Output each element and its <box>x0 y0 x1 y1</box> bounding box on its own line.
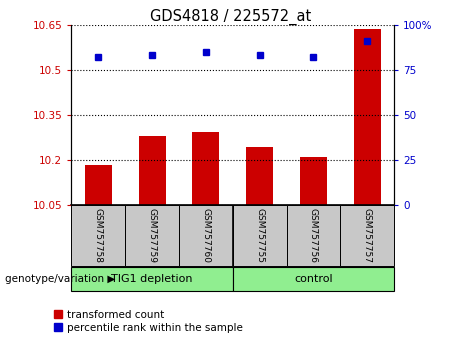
Text: GSM757756: GSM757756 <box>309 208 318 263</box>
Bar <box>233 267 394 291</box>
Bar <box>139 136 165 205</box>
Bar <box>193 132 219 205</box>
Text: TIG1 depletion: TIG1 depletion <box>112 274 193 284</box>
Text: control: control <box>294 274 333 284</box>
Bar <box>300 157 327 205</box>
Text: GSM757757: GSM757757 <box>363 208 372 263</box>
Bar <box>246 147 273 205</box>
Bar <box>85 165 112 205</box>
Text: GSM757758: GSM757758 <box>94 208 103 263</box>
Bar <box>233 205 287 266</box>
Bar <box>71 267 233 291</box>
Bar <box>354 29 381 205</box>
Bar <box>179 205 233 266</box>
Text: genotype/variation ▶: genotype/variation ▶ <box>5 274 115 284</box>
Bar <box>287 205 340 266</box>
Bar <box>125 205 179 266</box>
Text: GDS4818 / 225572_at: GDS4818 / 225572_at <box>150 9 311 25</box>
Text: GSM757760: GSM757760 <box>201 208 210 263</box>
Text: GSM757759: GSM757759 <box>148 208 157 263</box>
Text: GSM757755: GSM757755 <box>255 208 264 263</box>
Bar <box>71 205 125 266</box>
Legend: transformed count, percentile rank within the sample: transformed count, percentile rank withi… <box>53 310 243 333</box>
Bar <box>340 205 394 266</box>
